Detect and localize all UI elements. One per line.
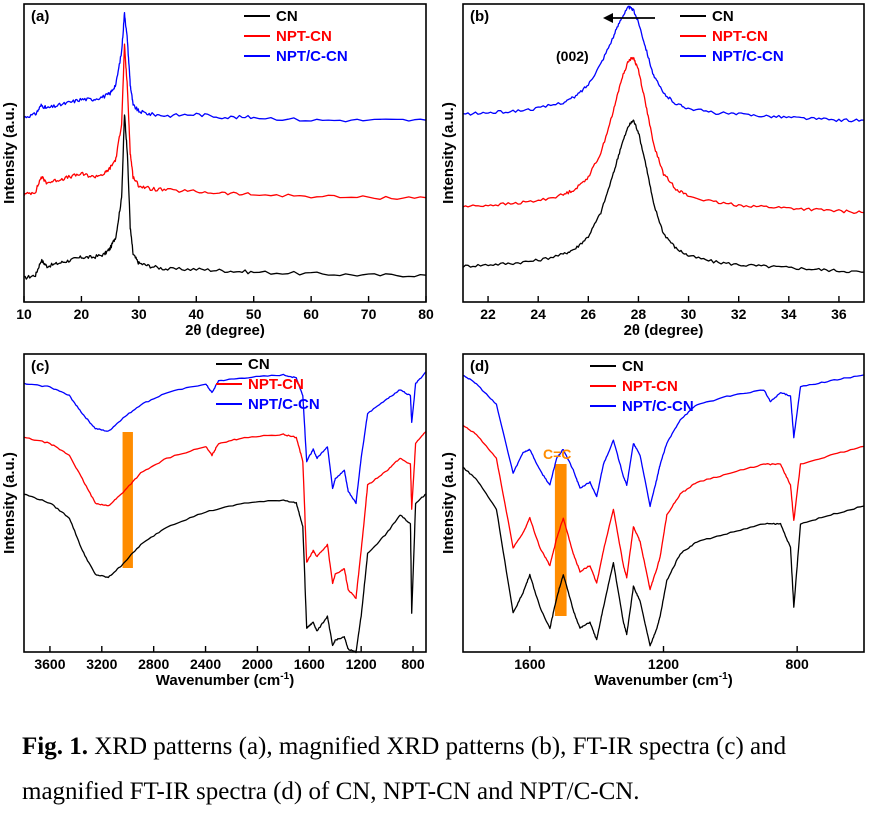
- legend-label: NPT-CN: [712, 28, 768, 45]
- series-line-nptcn: [462, 424, 865, 591]
- panel-tag: (d): [470, 358, 489, 375]
- y-axis-label: Intensity (a.u.): [1, 452, 18, 554]
- x-tick-label: 1600: [294, 656, 325, 672]
- x-axis-label-sup: -1: [280, 671, 289, 682]
- x-tick-label: 40: [188, 306, 204, 322]
- x-tick-label: 1200: [346, 656, 377, 672]
- x-tick-label: 2000: [242, 656, 273, 672]
- x-tick-label: 60: [303, 306, 319, 322]
- x-axis-label-end: ): [728, 672, 733, 689]
- y-axis-label: Intensity (a.u.): [440, 452, 457, 554]
- y-axis-label: Intensity (a.u.): [440, 102, 457, 204]
- highlight-band: [554, 464, 567, 616]
- series-line-nptcn: [23, 431, 427, 600]
- series-line-cn: [23, 493, 427, 654]
- x-tick-label: 32: [731, 306, 747, 322]
- cc-annotation: C=C: [543, 446, 571, 462]
- x-tick-label: 1200: [648, 656, 679, 672]
- peak-annotation: (002): [556, 48, 589, 64]
- series-line-nptccn: [462, 5, 865, 123]
- x-axis-label: Wavenumber (cm-1): [594, 671, 732, 689]
- legend-label: NPT-CN: [622, 378, 678, 395]
- x-tick-label: 50: [246, 306, 262, 322]
- plot-frame: [23, 3, 427, 303]
- x-axis-label-sup: -1: [719, 671, 728, 682]
- figure-caption: Fig. 1. XRD patterns (a), magnified XRD …: [22, 724, 882, 814]
- panel-d: 1600 1200 800 Wavenumber (cm-1) Intensity (a…: [440, 353, 865, 689]
- series-line-nptccn: [462, 374, 865, 508]
- legend-label: CN: [276, 8, 298, 25]
- legend-label: CN: [248, 356, 270, 373]
- plot-frame: [23, 353, 427, 653]
- series-line-cn: [23, 114, 427, 280]
- x-tick-label: 70: [361, 306, 377, 322]
- legend-label: NPT-CN: [248, 376, 304, 393]
- series-line-cn: [462, 119, 864, 274]
- x-tick-label: 28: [631, 306, 647, 322]
- x-tick-label: 24: [530, 306, 546, 322]
- x-tick-label: 2800: [138, 656, 169, 672]
- series-line-nptccn: [23, 11, 427, 123]
- series-line-nptcn: [462, 56, 865, 215]
- x-tick-label: 36: [831, 306, 847, 322]
- highlight-band: [122, 432, 133, 568]
- legend-label: NPT/C-CN: [276, 48, 348, 65]
- plot-frame: [462, 3, 865, 303]
- x-tick-label: 3200: [86, 656, 117, 672]
- x-tick-label: 22: [480, 306, 496, 322]
- panel-c: 3600 3200 2800 2400 2000 1600 1200 800 Wavenumbe…: [1, 353, 427, 689]
- figure-canvas: 10 20 30 40 50 60 70 80 2θ (degree) Intensity (a.…: [1, 3, 865, 689]
- x-axis-label: Wavenumber (cm-1): [156, 671, 294, 689]
- x-tick-label: 2400: [190, 656, 221, 672]
- x-tick-label: 1600: [514, 656, 545, 672]
- x-tick-label: 20: [74, 306, 90, 322]
- series-line-cn: [462, 466, 865, 647]
- legend-label: NPT/C-CN: [622, 398, 694, 415]
- x-tick-label: 30: [681, 306, 697, 322]
- x-axis-label: 2θ (degree): [185, 322, 265, 339]
- x-tick-label: 30: [131, 306, 147, 322]
- x-tick-label: 26: [581, 306, 597, 322]
- x-tick-label: 800: [401, 656, 425, 672]
- x-tick-label: 800: [785, 656, 809, 672]
- legend-label: NPT/C-CN: [712, 48, 784, 65]
- legend-label: CN: [712, 8, 734, 25]
- legend-label: NPT/C-CN: [248, 396, 320, 413]
- y-axis-label: Intensity (a.u.): [1, 102, 18, 204]
- x-tick-label: 10: [16, 306, 32, 322]
- x-tick-label: 80: [418, 306, 434, 322]
- caption-label: Fig. 1.: [22, 733, 88, 760]
- series-line-nptccn: [23, 371, 427, 505]
- panel-tag: (b): [470, 8, 489, 25]
- panel-tag: (c): [31, 358, 49, 375]
- x-axis-label-end: ): [289, 672, 294, 689]
- x-axis-label: 2θ (degree): [624, 322, 704, 339]
- shift-arrow-head: [603, 13, 613, 23]
- legend-label: NPT-CN: [276, 28, 332, 45]
- series-line-nptcn: [23, 43, 427, 200]
- x-tick-label: 3600: [34, 656, 65, 672]
- panel-a: 10 20 30 40 50 60 70 80 2θ (degree) Intensity (a.…: [1, 3, 434, 339]
- x-tick-label: 34: [781, 306, 797, 322]
- panel-b: 22 24 26 28 30 32 34 36 2θ (degree) Intensity (a.…: [440, 3, 865, 339]
- panel-tag: (a): [31, 8, 49, 25]
- legend-label: CN: [622, 358, 644, 375]
- caption-text: XRD patterns (a), magnified XRD patterns…: [22, 733, 787, 805]
